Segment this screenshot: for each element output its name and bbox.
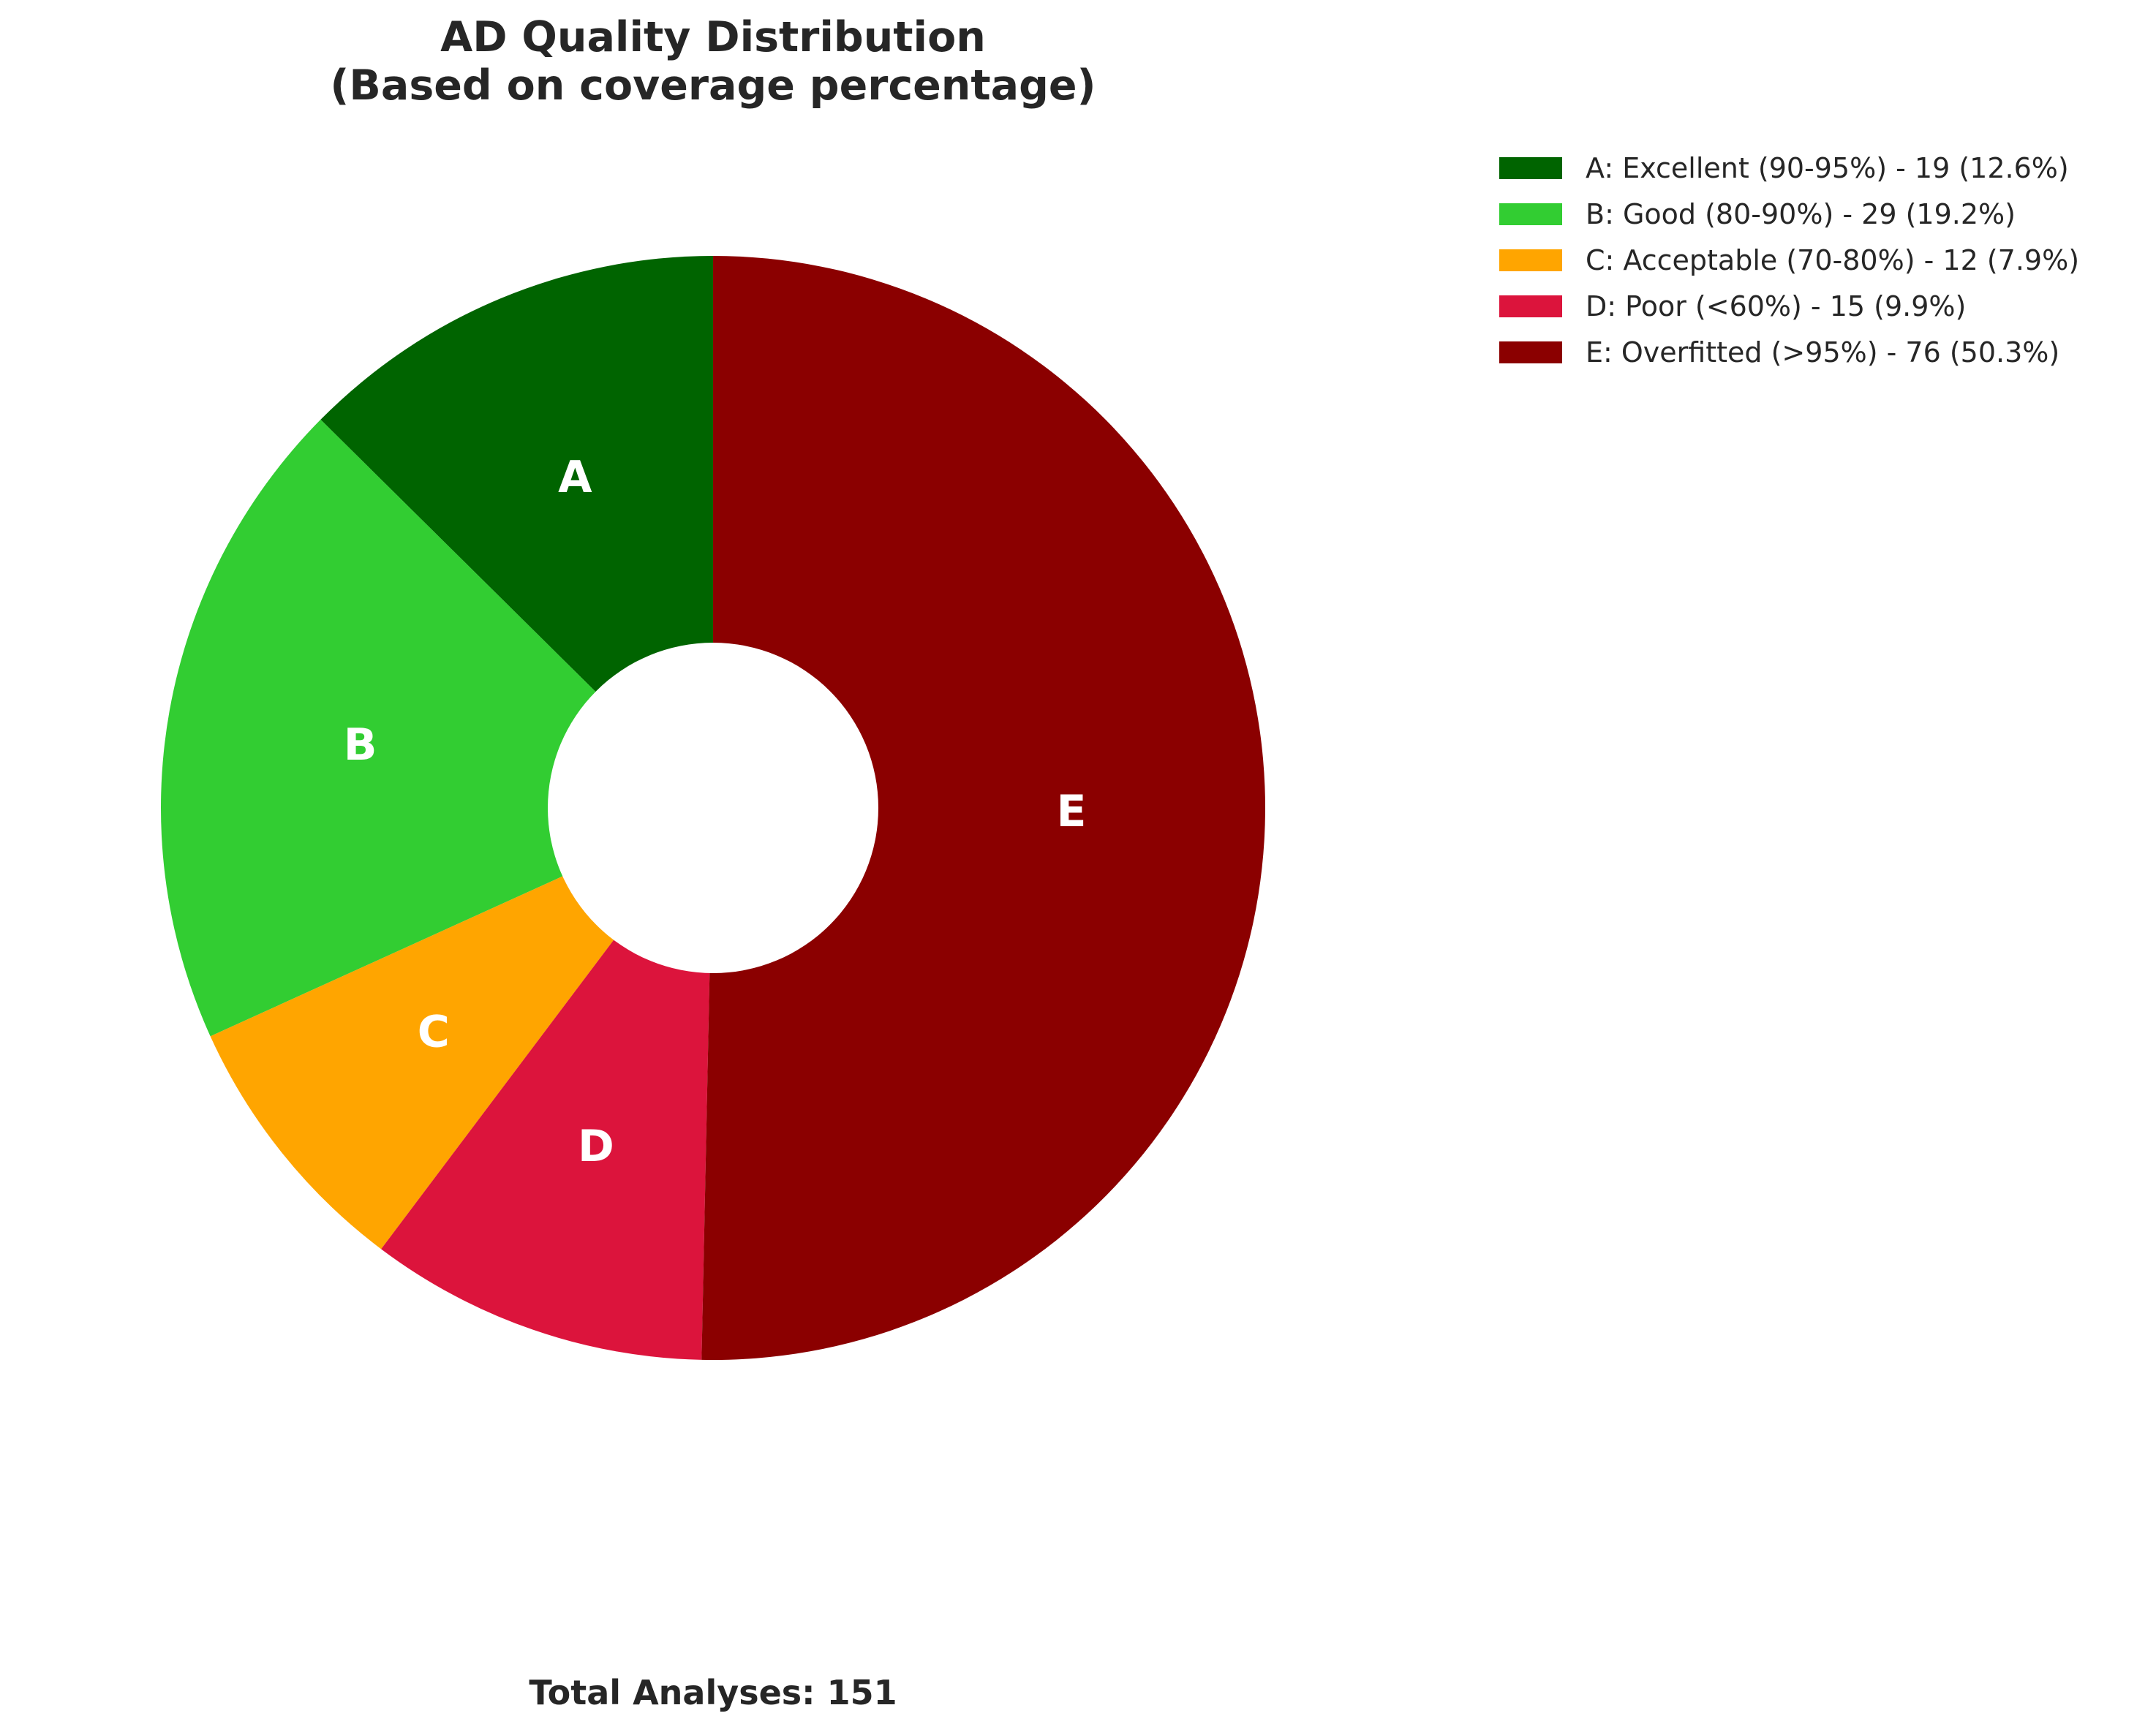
slice-label-a: A xyxy=(558,452,592,503)
legend-item-e: E: Overfitted (>95%) - 76 (50.3%) xyxy=(1499,329,2079,375)
donut-hole xyxy=(548,643,878,973)
slice-b xyxy=(160,419,714,1037)
slice-a xyxy=(320,256,713,808)
slice-label-c: C xyxy=(418,1007,450,1058)
legend-label-a: A: Excellent (90-95%) - 19 (12.6%) xyxy=(1586,151,2069,184)
slice-label-group: A B C D E xyxy=(344,452,1087,1172)
legend-item-a: A: Excellent (90-95%) - 19 (12.6%) xyxy=(1499,145,2079,191)
legend-label-b: B: Good (80-90%) - 29 (19.2%) xyxy=(1586,197,2016,230)
slice-label-b: B xyxy=(344,719,377,771)
legend: A: Excellent (90-95%) - 19 (12.6%) B: Goo… xyxy=(1499,145,2079,375)
total-analyses-footer: Total Analyses: 151 xyxy=(529,1673,897,1712)
legend-swatch-c xyxy=(1499,249,1562,271)
slice-label-e: E xyxy=(1056,786,1086,837)
chart-title: AD Quality Distribution (Based on covera… xyxy=(0,13,1426,110)
slice-c xyxy=(210,808,713,1250)
donut-chart: A B C D E xyxy=(160,256,1266,1361)
legend-label-d: D: Poor (<60%) - 15 (9.9%) xyxy=(1586,290,1967,322)
legend-item-d: D: Poor (<60%) - 15 (9.9%) xyxy=(1499,283,2079,329)
slice-e xyxy=(701,256,1266,1361)
legend-item-b: B: Good (80-90%) - 29 (19.2%) xyxy=(1499,191,2079,237)
chart-title-line-1: AD Quality Distribution xyxy=(440,13,986,61)
legend-label-c: C: Acceptable (70-80%) - 12 (7.9%) xyxy=(1586,243,2080,276)
slice-label-d: D xyxy=(578,1121,614,1172)
legend-swatch-e xyxy=(1499,341,1562,363)
chart-title-line-2: (Based on coverage percentage) xyxy=(330,61,1096,110)
legend-item-c: C: Acceptable (70-80%) - 12 (7.9%) xyxy=(1499,237,2079,283)
legend-swatch-d xyxy=(1499,295,1562,317)
legend-swatch-b xyxy=(1499,203,1562,225)
legend-label-e: E: Overfitted (>95%) - 76 (50.3%) xyxy=(1586,336,2060,368)
legend-swatch-a xyxy=(1499,156,1562,179)
